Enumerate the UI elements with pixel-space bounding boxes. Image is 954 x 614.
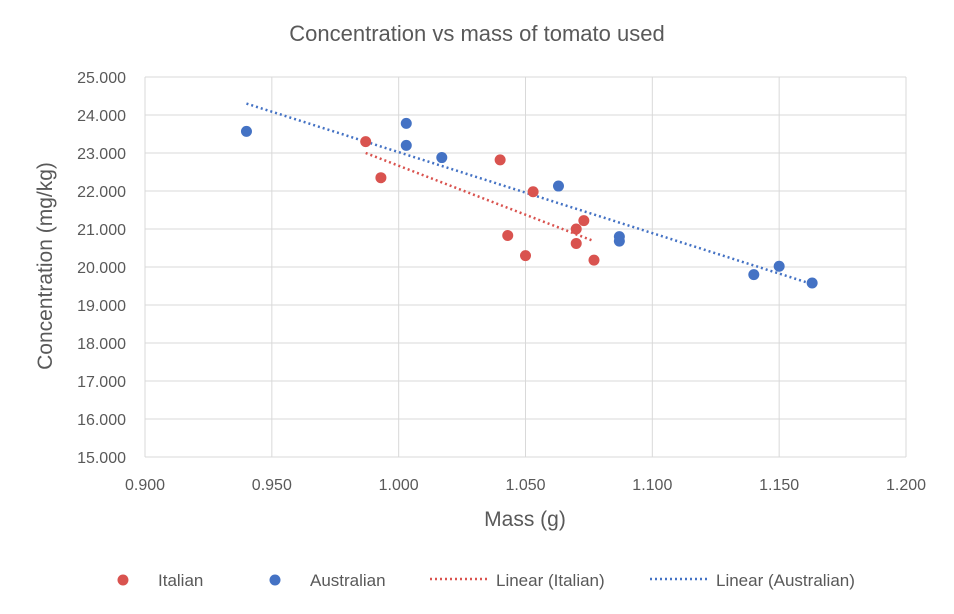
x-tick-label: 1.100 bbox=[632, 477, 672, 494]
point-italian bbox=[360, 136, 372, 148]
point-italian bbox=[520, 250, 531, 262]
y-tick-label: 23.000 bbox=[77, 146, 126, 163]
y-tick-label: 16.000 bbox=[77, 412, 126, 429]
y-tick-label: 24.000 bbox=[77, 108, 126, 125]
y-tick-label: 20.000 bbox=[77, 260, 126, 277]
point-australian bbox=[748, 269, 760, 281]
legend-label: Linear (Australian) bbox=[716, 571, 855, 590]
trendline-italian bbox=[365, 151, 595, 243]
point-australian bbox=[436, 152, 448, 164]
x-tick-label: 0.950 bbox=[252, 477, 292, 494]
point-italian bbox=[502, 229, 514, 241]
point-australian bbox=[773, 260, 785, 272]
point-australian bbox=[806, 277, 818, 289]
point-italian bbox=[527, 186, 539, 198]
legend-marker bbox=[117, 574, 129, 586]
point-italian bbox=[375, 172, 387, 184]
legend-marker bbox=[269, 574, 281, 586]
x-tick-label: 1.050 bbox=[505, 477, 545, 494]
point-australian bbox=[400, 117, 412, 129]
y-axis-label: Concentration (mg/kg) bbox=[34, 162, 57, 370]
legend-label: Italian bbox=[158, 571, 203, 590]
point-italian bbox=[588, 254, 600, 266]
chart-title: Concentration vs mass of tomato used bbox=[289, 21, 664, 46]
point-australian bbox=[613, 235, 625, 247]
legend-label: Australian bbox=[310, 571, 386, 590]
y-tick-label: 19.000 bbox=[77, 298, 126, 315]
point-italian bbox=[578, 215, 590, 227]
y-tick-label: 15.000 bbox=[77, 450, 126, 467]
data-points bbox=[240, 117, 818, 289]
x-tick-label: 1.150 bbox=[759, 477, 799, 494]
point-australian bbox=[552, 180, 564, 192]
point-italian bbox=[570, 237, 582, 249]
x-tick-label: 1.000 bbox=[379, 477, 419, 494]
point-italian bbox=[570, 223, 582, 235]
y-tick-label: 21.000 bbox=[77, 222, 126, 239]
point-italian bbox=[494, 154, 506, 166]
legend-label: Linear (Italian) bbox=[496, 571, 605, 590]
x-axis-label: Mass (g) bbox=[484, 508, 566, 531]
y-tick-label: 22.000 bbox=[77, 184, 126, 201]
x-tick-label: 0.900 bbox=[125, 477, 165, 494]
gridlines bbox=[144, 76, 907, 458]
tick-labels: 0.900 0.950 1.000 1.050 1.100 1.150 1.200 15.00… bbox=[77, 70, 926, 494]
x-tick-label: 1.200 bbox=[886, 477, 926, 494]
point-australian bbox=[240, 125, 252, 137]
point-australian bbox=[400, 139, 412, 151]
y-tick-label: 17.000 bbox=[77, 374, 126, 391]
legend: Italian Australian Linear (Italian) Linear … bbox=[117, 571, 855, 590]
y-tick-label: 18.000 bbox=[77, 336, 126, 353]
y-tick-label: 25.000 bbox=[77, 70, 126, 87]
